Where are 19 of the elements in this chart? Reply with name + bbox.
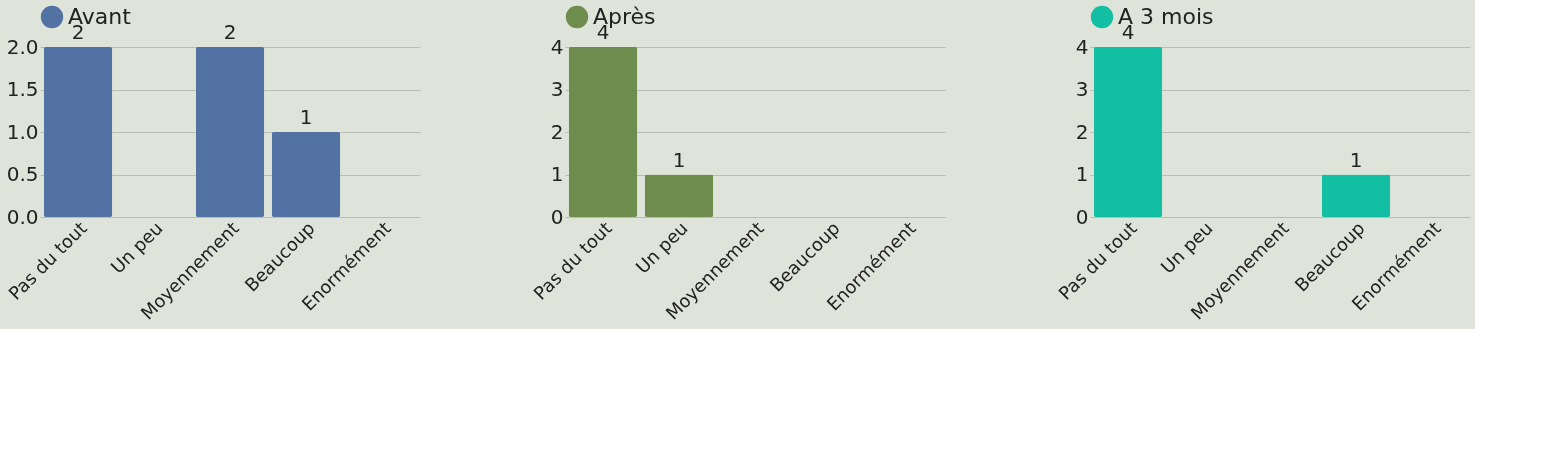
y-tick-label: 3 xyxy=(1075,77,1089,101)
y-tick-label: 1.0 xyxy=(6,119,39,144)
y-tick-label: 1 xyxy=(1075,162,1089,186)
y-tick-label: 4 xyxy=(1075,34,1089,59)
y-tick-label: 0 xyxy=(1075,204,1089,229)
y-tick-label: 4 xyxy=(550,34,564,59)
text: 1 xyxy=(672,147,686,172)
text: 2 xyxy=(223,20,237,44)
y-tick-label: 3 xyxy=(550,77,564,101)
text: 1 xyxy=(1349,147,1363,172)
y-tick-label: 2.0 xyxy=(6,34,39,59)
text: 1 xyxy=(299,105,313,129)
y-tick-label: 0 xyxy=(550,204,564,229)
y-tick-label: 0.5 xyxy=(6,162,39,186)
y-tick-label: 2 xyxy=(1075,119,1089,144)
y-tick-label: 0.0 xyxy=(6,204,39,229)
y-tick-label: 2 xyxy=(550,119,564,144)
y-tick-label: 1 xyxy=(550,162,564,186)
y-tick-label: 1.5 xyxy=(6,77,39,101)
